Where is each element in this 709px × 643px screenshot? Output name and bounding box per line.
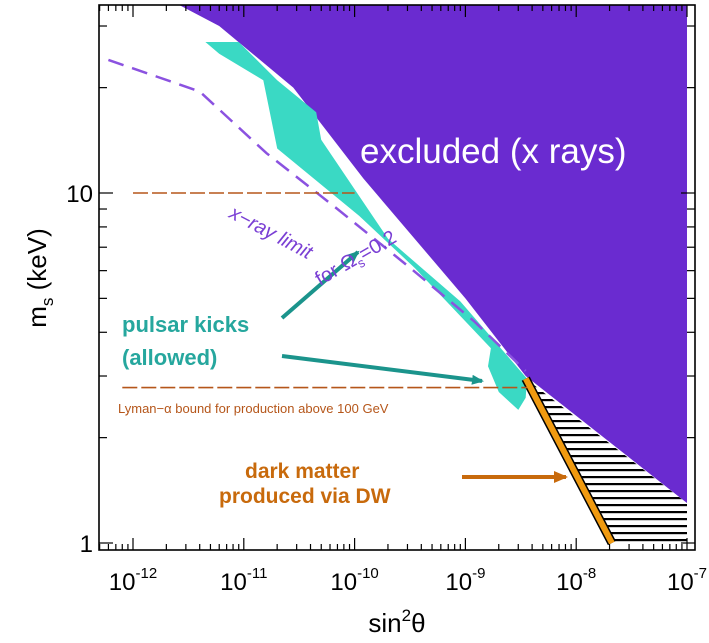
chart-regions bbox=[179, 5, 687, 546]
x-tick-label-base: 10 bbox=[330, 569, 357, 596]
x-tick-label: 10-11 bbox=[220, 565, 267, 596]
plot-frame bbox=[98, 4, 696, 551]
excluded-label: excluded (x rays) bbox=[360, 132, 626, 171]
x-tick-label-exp: -11 bbox=[247, 565, 268, 582]
region-dark-matter-dw-line bbox=[523, 377, 615, 545]
x-tick-label-base: 10 bbox=[556, 569, 583, 596]
x-tick-label-exp: -9 bbox=[472, 565, 485, 582]
x-tick-label-exp: -10 bbox=[357, 565, 379, 582]
x-tick-label: 10-9 bbox=[445, 565, 485, 596]
x-tick-label-exp: -8 bbox=[583, 565, 596, 582]
pulsar-arrow-lower bbox=[281, 354, 484, 385]
chart-lines bbox=[107, 58, 527, 389]
x-tick-label-base: 10 bbox=[445, 569, 472, 596]
region-pulsar-kicks bbox=[205, 42, 527, 410]
xray-limit-label2: for Ωs=0.2 bbox=[312, 226, 402, 293]
dw-label-line2: produced via DW bbox=[219, 485, 391, 508]
y-axis-title: ms (keV) bbox=[22, 228, 57, 328]
x-axis-title-main: sin bbox=[368, 608, 401, 638]
pulsar-label-line2: (allowed) bbox=[122, 345, 217, 370]
x-axis-title-tail: θ bbox=[411, 608, 425, 638]
y-tick-label: 1 bbox=[80, 531, 93, 558]
xray-limit-label2-post: =0.2 bbox=[355, 226, 400, 265]
x-axis-title: sin2θ bbox=[368, 606, 425, 638]
x-tick-label: 10-7 bbox=[667, 565, 707, 596]
pulsar-arrow-upper bbox=[280, 250, 360, 320]
x-tick-label-base: 10 bbox=[667, 569, 694, 596]
x-tick-label: 10-12 bbox=[109, 565, 157, 596]
region-excluded-xray bbox=[179, 5, 687, 504]
xray-limit-label: x−ray limit bbox=[225, 202, 317, 265]
annotation-arrows bbox=[280, 250, 568, 483]
region-dark-matter-dw-hatch bbox=[525, 378, 687, 543]
y-axis-title-main: m bbox=[22, 306, 52, 328]
y-tick-label: 10 bbox=[66, 181, 93, 208]
y-axis-title-sub: s bbox=[38, 298, 57, 307]
lyman-alpha-label: Lyman−α bound for production above 100 G… bbox=[118, 401, 389, 416]
line-xray-limit bbox=[107, 58, 527, 372]
dw-label-line1: dark matter bbox=[245, 460, 359, 483]
x-axis-title-sup: 2 bbox=[402, 606, 411, 625]
y-axis-title-tail: (keV) bbox=[22, 228, 52, 297]
x-tick-label: 10-10 bbox=[330, 565, 378, 596]
x-tick-label-base: 10 bbox=[109, 569, 136, 596]
pulsar-label-line1: pulsar kicks bbox=[122, 312, 249, 337]
x-tick-label-exp: -7 bbox=[694, 565, 707, 582]
x-tick-label-base: 10 bbox=[220, 569, 247, 596]
x-tick-label: 10-8 bbox=[556, 565, 596, 596]
x-tick-label-exp: -12 bbox=[136, 565, 158, 582]
